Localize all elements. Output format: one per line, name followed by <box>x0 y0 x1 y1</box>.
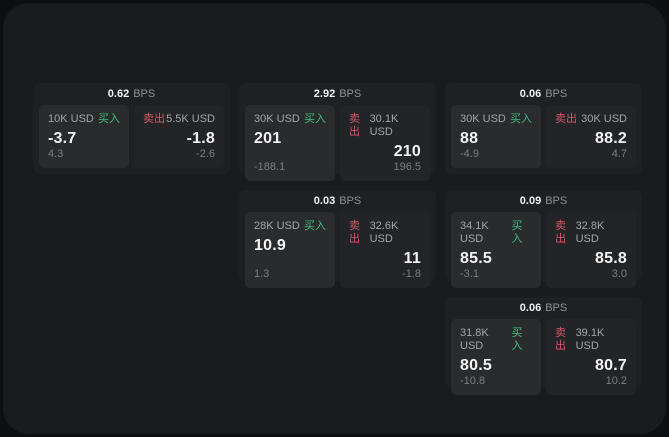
sell-side-label: 卖出 <box>555 113 577 125</box>
quote-card: 0.06 BPS 30K USD 买入 88 -4.9 卖出 30K USD 8… <box>445 83 642 174</box>
sell-change: 10.2 <box>605 375 627 387</box>
sell-quote-panel[interactable]: 卖出 32.8K USD 85.8 3.0 <box>546 212 636 288</box>
buy-price: 88 <box>460 130 479 147</box>
bps-header: 0.06 BPS <box>445 83 642 105</box>
buy-quote-panel[interactable]: 34.1K USD 买入 85.5 -3.1 <box>451 212 541 288</box>
sell-change: 4.7 <box>611 148 627 160</box>
sell-change: 196.5 <box>393 161 421 173</box>
sell-quote-panel[interactable]: 卖出 5.5K USD -1.8 -2.6 <box>134 105 224 168</box>
sell-notional: 39.1K USD <box>575 327 605 352</box>
sell-price: -1.8 <box>186 130 215 147</box>
sell-price: 11 <box>403 250 421 267</box>
buy-side-label: 买入 <box>510 113 532 125</box>
sell-quote-panel[interactable]: 卖出 32.6K USD 11 -1.8 <box>340 212 430 288</box>
bps-header: 0.09 BPS <box>445 190 642 212</box>
buy-change: -3.1 <box>460 268 479 280</box>
sell-price: 85.8 <box>595 250 627 267</box>
quote-card: 0.03 BPS 28K USD 买入 10.9 1.3 卖出 32.6K US… <box>239 190 436 288</box>
bps-header: 0.62 BPS <box>33 83 230 105</box>
buy-quote-panel[interactable]: 30K USD 买入 88 -4.9 <box>451 105 541 168</box>
quote-panels: 31.8K USD 买入 80.5 -10.8 卖出 39.1K USD 80.… <box>445 319 642 401</box>
sell-side-label: 卖出 <box>143 113 165 125</box>
sell-notional: 30.1K USD <box>369 113 399 138</box>
buy-price: 10.9 <box>254 237 286 254</box>
sell-price: 210 <box>393 143 421 160</box>
sell-quote-panel[interactable]: 卖出 30.1K USD 210 196.5 <box>340 105 430 181</box>
buy-notional: 30K USD <box>460 113 506 125</box>
sell-side-label: 卖出 <box>349 220 360 245</box>
quote-card: 2.92 BPS 30K USD 买入 201 -188.1 卖出 30.1K … <box>239 83 436 181</box>
sell-side-label: 卖出 <box>555 220 566 245</box>
quote-panels: 30K USD 买入 201 -188.1 卖出 30.1K USD 210 1… <box>239 105 436 187</box>
buy-quote-panel[interactable]: 30K USD 买入 201 -188.1 <box>245 105 335 181</box>
quote-card: 0.06 BPS 31.8K USD 买入 80.5 -10.8 卖出 39.1… <box>445 297 642 395</box>
sell-change: -2.6 <box>196 148 215 160</box>
buy-quote-panel[interactable]: 28K USD 买入 10.9 1.3 <box>245 212 335 288</box>
buy-change: 1.3 <box>254 268 270 280</box>
buy-side-label: 买入 <box>98 113 120 125</box>
sell-change: 3.0 <box>611 268 627 280</box>
bps-unit-label: BPS <box>339 88 362 100</box>
bps-value: 2.92 <box>313 88 336 100</box>
bps-unit-label: BPS <box>545 195 568 207</box>
buy-change: -4.9 <box>460 148 479 160</box>
sell-side-label: 卖出 <box>555 327 566 352</box>
bps-value: 0.09 <box>519 195 542 207</box>
bps-value: 0.06 <box>519 88 542 100</box>
quote-card-grid: 0.62 BPS 10K USD 买入 -3.7 4.3 卖出 5.5K USD… <box>33 83 642 395</box>
buy-notional: 30K USD <box>254 113 300 125</box>
buy-change: -188.1 <box>254 161 286 173</box>
quote-panels: 28K USD 买入 10.9 1.3 卖出 32.6K USD 11 -1.8 <box>239 212 436 294</box>
buy-notional: 28K USD <box>254 220 300 232</box>
buy-notional: 10K USD <box>48 113 94 125</box>
bps-unit-label: BPS <box>545 88 568 100</box>
buy-price: 80.5 <box>460 357 492 374</box>
buy-side-label: 买入 <box>304 220 326 232</box>
sell-quote-panel[interactable]: 卖出 30K USD 88.2 4.7 <box>546 105 636 168</box>
bps-unit-label: BPS <box>545 302 568 314</box>
buy-notional: 34.1K USD <box>460 220 489 245</box>
buy-change: -10.8 <box>460 375 486 387</box>
buy-price: -3.7 <box>48 130 77 147</box>
sell-quote-panel[interactable]: 卖出 39.1K USD 80.7 10.2 <box>546 319 636 395</box>
sell-notional: 32.8K USD <box>575 220 605 245</box>
buy-change: 4.3 <box>48 148 64 160</box>
quote-card: 0.62 BPS 10K USD 买入 -3.7 4.3 卖出 5.5K USD… <box>33 83 230 174</box>
sell-price: 88.2 <box>595 130 627 147</box>
bps-value: 0.03 <box>313 195 336 207</box>
buy-quote-panel[interactable]: 10K USD 买入 -3.7 4.3 <box>39 105 129 168</box>
buy-quote-panel[interactable]: 31.8K USD 买入 80.5 -10.8 <box>451 319 541 395</box>
bps-value: 0.62 <box>107 88 130 100</box>
quote-panels: 10K USD 买入 -3.7 4.3 卖出 5.5K USD -1.8 -2.… <box>33 105 230 174</box>
bps-unit-label: BPS <box>133 88 156 100</box>
sell-price: 80.7 <box>595 357 627 374</box>
sell-side-label: 卖出 <box>349 113 360 138</box>
sell-notional: 30K USD <box>581 113 627 125</box>
buy-side-label: 买入 <box>511 220 523 245</box>
quote-card: 0.09 BPS 34.1K USD 买入 85.5 -3.1 卖出 32.8K… <box>445 190 642 288</box>
bps-header: 0.03 BPS <box>239 190 436 212</box>
bps-value: 0.06 <box>519 302 542 314</box>
bps-header: 2.92 BPS <box>239 83 436 105</box>
buy-notional: 31.8K USD <box>460 327 489 352</box>
quote-panels: 34.1K USD 买入 85.5 -3.1 卖出 32.8K USD 85.8… <box>445 212 642 294</box>
sell-notional: 5.5K USD <box>166 113 215 125</box>
buy-side-label: 买入 <box>511 327 523 352</box>
buy-price: 85.5 <box>460 250 492 267</box>
sell-change: -1.8 <box>402 268 421 280</box>
sell-notional: 32.6K USD <box>369 220 399 245</box>
quote-panels: 30K USD 买入 88 -4.9 卖出 30K USD 88.2 4.7 <box>445 105 642 174</box>
bps-unit-label: BPS <box>339 195 362 207</box>
buy-price: 201 <box>254 130 282 147</box>
bps-header: 0.06 BPS <box>445 297 642 319</box>
buy-side-label: 买入 <box>304 113 326 125</box>
